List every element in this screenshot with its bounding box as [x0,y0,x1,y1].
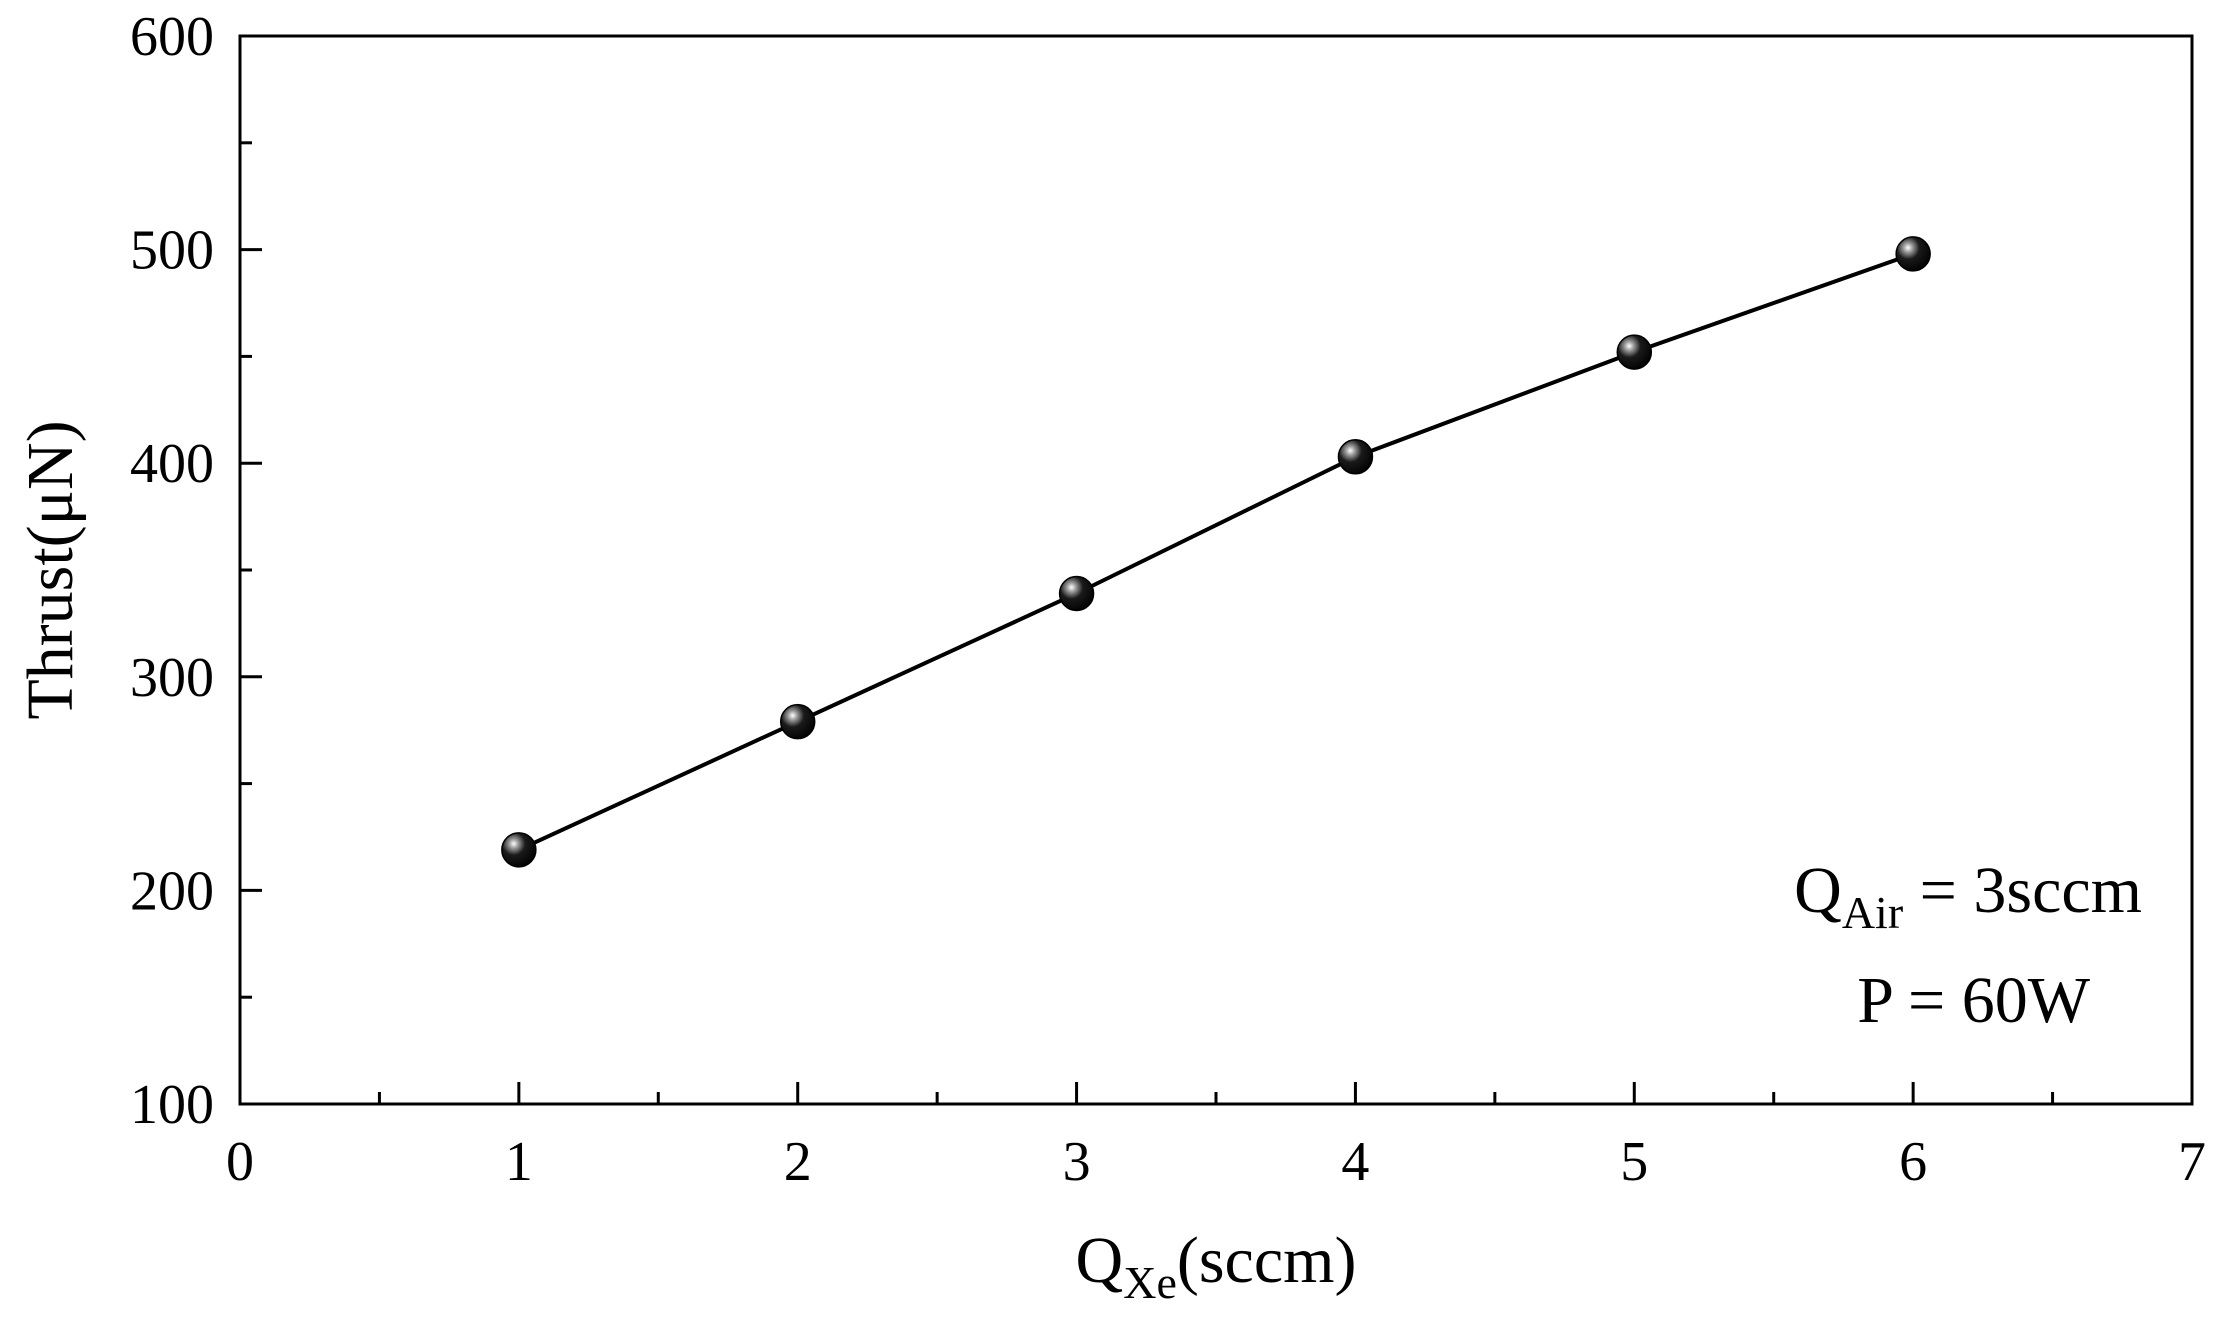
x-axis-title-sub: Xe [1123,1257,1177,1308]
y-axis-tick-labels: 100 200 300 400 500 600 [130,6,214,1136]
data-point [779,703,816,740]
x-axis-title: QXe(sccm) [1076,1224,1357,1308]
x-tick-label: 2 [784,1131,812,1193]
x-tick-label: 6 [1899,1131,1927,1193]
x-tick-label: 4 [1341,1131,1369,1193]
x-tick-label: 3 [1063,1131,1091,1193]
y-axis-ticks [240,34,262,1106]
y-tick-label: 300 [130,647,214,709]
annotation-flow: QAir = 3sccm [1794,854,2142,938]
data-point [501,832,537,868]
x-tick-label: 1 [505,1131,533,1193]
y-tick-label: 400 [130,433,214,495]
annotation-flow-rest: = 3sccm [1903,854,2142,927]
x-axis-title-rest: (sccm) [1177,1224,1357,1297]
x-tick-label: 5 [1620,1131,1648,1193]
x-axis-tick-labels: 0 1 2 3 4 5 6 7 [226,1131,2206,1193]
annotation-power: P = 60W [1857,964,2090,1037]
y-tick-label: 600 [130,6,214,68]
x-tick-label: 0 [226,1131,254,1193]
y-tick-label: 500 [130,220,214,282]
plot-area [238,34,2194,1106]
x-tick-label: 7 [2178,1131,2206,1193]
y-tick-label: 100 [130,1074,214,1136]
x-axis-title-main: Q [1076,1224,1124,1297]
series-thrust [501,236,1931,868]
y-axis-title: Thrust(μN) [14,420,87,719]
data-point [1337,439,1374,475]
x-axis-ticks [238,1082,2194,1104]
plot-frame [238,34,2194,1106]
data-point [1616,334,1653,370]
series-line [518,251,1914,852]
data-point [1058,575,1095,612]
y-tick-label: 200 [130,860,214,922]
annotation-flow-sub: Air [1842,887,1903,938]
data-point [1895,236,1931,272]
annotation-flow-main: Q [1794,854,1842,927]
